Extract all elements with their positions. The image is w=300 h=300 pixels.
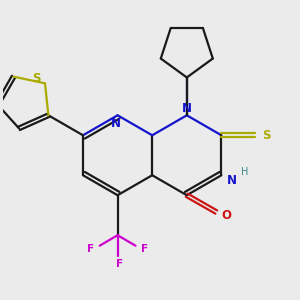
Text: F: F: [141, 244, 148, 254]
Text: S: S: [32, 72, 41, 85]
Text: N: N: [110, 117, 121, 130]
Text: N: N: [182, 103, 192, 116]
Text: F: F: [116, 259, 123, 269]
Text: S: S: [262, 129, 271, 142]
Text: N: N: [227, 174, 237, 187]
Text: O: O: [222, 209, 232, 222]
Text: F: F: [87, 244, 94, 254]
Text: H: H: [241, 167, 248, 177]
